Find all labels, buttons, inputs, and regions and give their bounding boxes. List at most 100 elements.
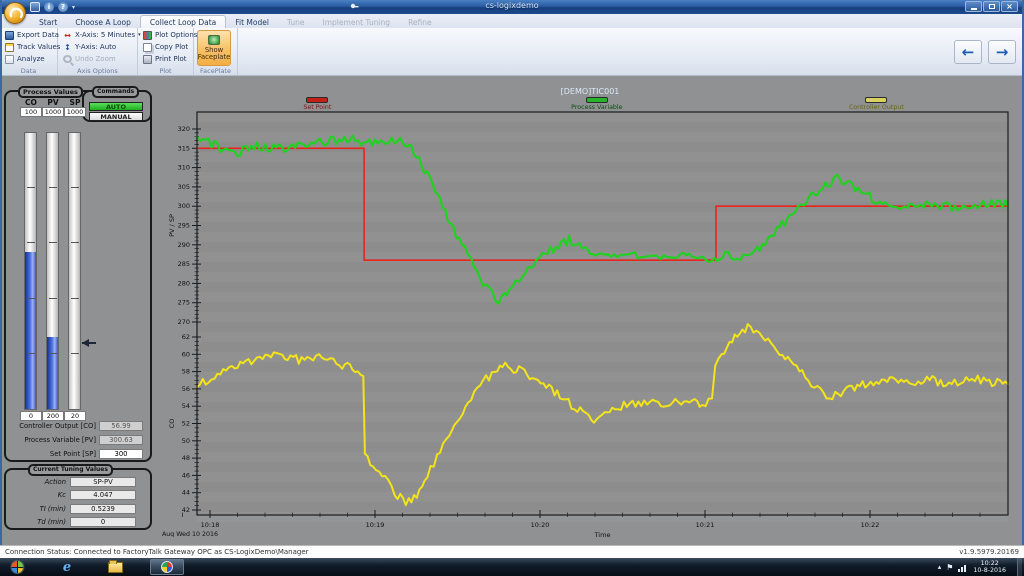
- ribbon-group-label: Plot: [159, 67, 172, 75]
- series-process-variable: [195, 134, 1010, 305]
- tab-tune: Tune: [286, 18, 305, 27]
- y-tick-label: 320: [178, 125, 190, 133]
- tab-start[interactable]: Start: [39, 18, 58, 27]
- faceplate-icon: [208, 35, 220, 45]
- status-bar: Connection Status: Connected to FactoryT…: [0, 545, 1024, 558]
- zoom-icon: [63, 55, 72, 63]
- legend-label: Set Point: [303, 104, 332, 111]
- set-point-sp-value[interactable]: 300: [99, 448, 143, 459]
- start-button[interactable]: [6, 559, 28, 575]
- x-axis-5-minutes-button[interactable]: ↔ X-Axis: 5 Minutes ▾: [61, 29, 141, 41]
- bar-max-input-pv[interactable]: 1000: [42, 107, 64, 117]
- field-label: Controller Output [CO]: [19, 421, 96, 430]
- y-axis-auto-button[interactable]: ↕ Y-Axis: Auto: [61, 41, 134, 53]
- kc-value[interactable]: 4.047: [70, 490, 136, 500]
- app-menu-orb[interactable]: [4, 2, 26, 24]
- internet-explorer-button[interactable]: e: [56, 559, 78, 575]
- x-tick-label: 10:20: [531, 521, 550, 529]
- tab-refine: Refine: [408, 18, 432, 27]
- x-tick-label: 10:18: [201, 521, 220, 529]
- setpoint-marker[interactable]: [82, 338, 89, 347]
- forward-button[interactable]: →: [988, 40, 1016, 64]
- tuning-label: Td (min): [37, 518, 66, 526]
- legend-label: Process Variable: [571, 104, 623, 111]
- bar-tick: [71, 242, 79, 244]
- copy-plot-label: Copy Plot: [155, 43, 189, 51]
- undo-zoom-label: Undo Zoom: [75, 55, 116, 63]
- setpoint-marker-tail: [82, 341, 96, 344]
- x-tick-label: 10:22: [861, 521, 880, 529]
- network-icon[interactable]: [958, 563, 968, 572]
- y-tick-label: 285: [178, 260, 190, 268]
- bar-min-input-sp[interactable]: 20: [64, 411, 86, 421]
- plot-border: [196, 111, 1009, 516]
- close-button[interactable]: ×: [1001, 1, 1018, 12]
- xaxis-icon: ↔: [64, 30, 71, 40]
- y-tick-label: 60: [182, 350, 190, 358]
- maximize-button[interactable]: [983, 1, 1000, 12]
- bar-tick: [49, 297, 57, 299]
- tab-fit-model[interactable]: Fit Model: [235, 18, 269, 27]
- bar-max-input-sp[interactable]: 1000: [64, 107, 86, 117]
- ribbon-group-axis-options: ↔ X-Axis: 5 Minutes ▾ ↕ Y-Axis: Auto Undo Zoo…: [58, 28, 141, 75]
- analyze-icon: [5, 54, 14, 64]
- analyze-button[interactable]: Analyze: [3, 53, 54, 65]
- field-row-process-variable-pv: Process Variable [PV] 300.63: [4, 434, 152, 445]
- manual-button[interactable]: MANUAL: [89, 112, 143, 121]
- export-data-button[interactable]: Export Data: [3, 29, 59, 41]
- field-label: Process Variable [PV]: [24, 435, 96, 444]
- x-axis-label: Time: [594, 531, 611, 537]
- bar-fill-co: [25, 251, 36, 409]
- cs-logixdemo-taskbar-button[interactable]: [150, 559, 184, 575]
- explorer-button[interactable]: [104, 559, 126, 575]
- action-center-icon[interactable]: ⚑: [946, 562, 954, 572]
- minimize-button[interactable]: [965, 1, 982, 12]
- ribbon-group-label: Axis Options: [77, 67, 118, 75]
- bar-tick: [27, 297, 35, 299]
- save-icon[interactable]: [30, 2, 40, 12]
- track-values-button[interactable]: Track Values: [3, 41, 60, 53]
- td-min-value[interactable]: 0: [70, 517, 136, 527]
- info-icon[interactable]: i: [44, 2, 54, 12]
- tuning-title: Current Tuning Values: [28, 464, 113, 476]
- qat-dropdown-icon[interactable]: ▾: [72, 3, 76, 11]
- windows-logo-icon: [10, 559, 25, 575]
- y-tick-label: 295: [178, 222, 190, 230]
- tab-collect-loop-data[interactable]: Collect Loop Data: [139, 15, 227, 28]
- print-plot-button[interactable]: Print Plot: [141, 53, 190, 65]
- tab-choose-a-loop[interactable]: Choose A Loop: [75, 18, 131, 27]
- pin-icon[interactable]: [350, 3, 359, 11]
- bar-tick: [27, 242, 35, 244]
- plot-canvas[interactable]: 320 315 310 305 300 295 290 285 280 275 270 PV / SP…: [160, 85, 1020, 539]
- ribbon-group-label: Data: [20, 67, 37, 75]
- analyze-label: Analyze: [17, 55, 45, 63]
- taskbar-clock[interactable]: 10:22 10-8-2016: [973, 560, 1006, 574]
- back-button[interactable]: ←: [954, 40, 982, 64]
- bar-max-input-co[interactable]: 100: [20, 107, 42, 117]
- copy-plot-button[interactable]: Copy Plot: [141, 41, 190, 53]
- plot-background: [197, 112, 1008, 515]
- field-row-controller-output-co: Controller Output [CO] 56.99: [4, 420, 152, 431]
- ribbon-group-faceplate: Show Faceplate FacePlate: [194, 28, 238, 75]
- yaxis-icon: ↕: [64, 42, 71, 52]
- bar-tick: [71, 187, 79, 189]
- show-hidden-icons-button[interactable]: ▴: [937, 563, 942, 571]
- auto-button[interactable]: AUTO: [89, 102, 143, 111]
- bar-tick: [27, 187, 35, 189]
- bar-min-input-pv[interactable]: 200: [42, 411, 64, 421]
- help-icon[interactable]: ?: [58, 2, 68, 12]
- bar-column-co: CO 100: [20, 98, 42, 117]
- plot-options-button[interactable]: Plot Options: [141, 29, 197, 41]
- print-plot-label: Print Plot: [155, 55, 187, 63]
- y-tick-label: 56: [182, 385, 190, 393]
- y-tick-label: 54: [182, 402, 190, 410]
- legend-controller-output: Controller Output: [836, 97, 916, 111]
- show-desktop-button[interactable]: [1017, 558, 1022, 576]
- ti-min-value[interactable]: 0.5239: [70, 503, 136, 514]
- bar-min-input-co[interactable]: 0: [20, 411, 42, 421]
- show-faceplate-button[interactable]: Show Faceplate: [197, 30, 231, 66]
- quick-access-toolbar: i ? ▾: [30, 2, 75, 12]
- commands-title: Commands: [92, 86, 140, 98]
- ribbon-group-data: Export Data Track Values Analyze Data: [0, 28, 60, 75]
- action-value[interactable]: SP-PV: [70, 476, 136, 487]
